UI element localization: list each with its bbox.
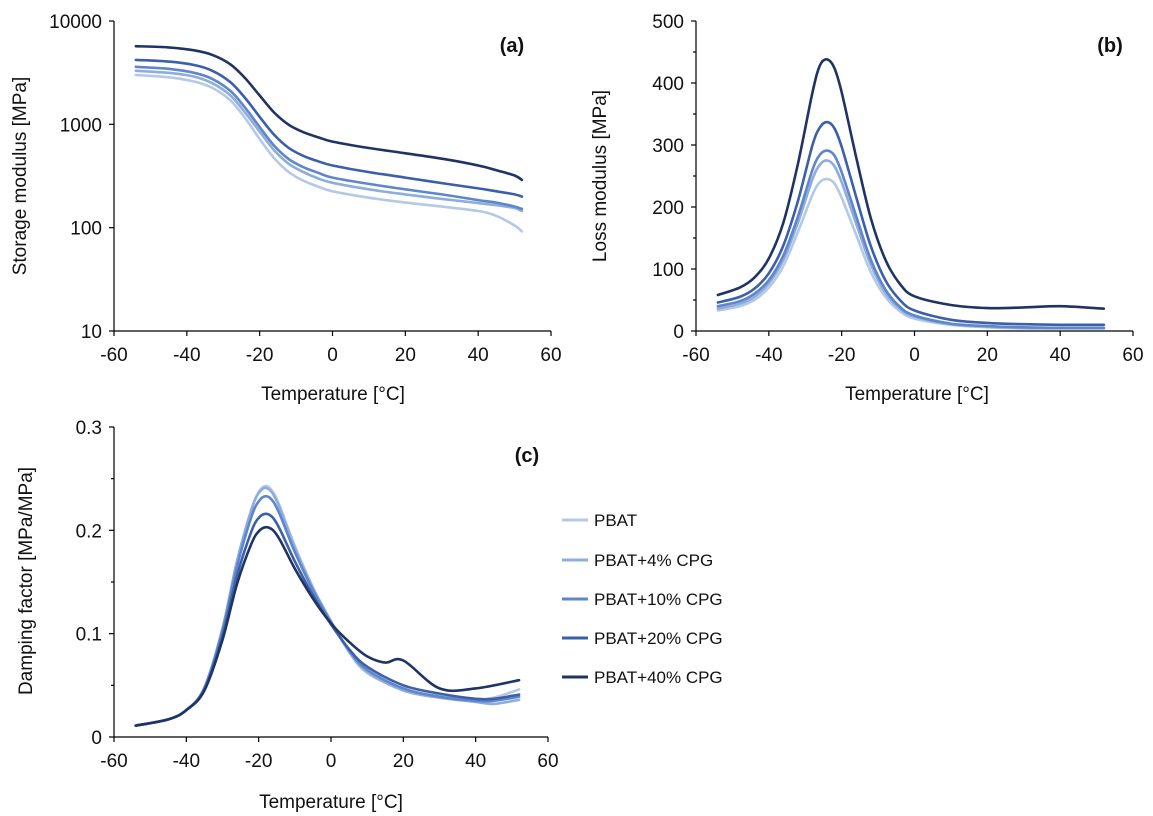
x-tick-label: -60 xyxy=(682,345,709,366)
y-tick-label: 0.3 xyxy=(76,418,102,439)
y-tick-label: 100 xyxy=(70,219,102,240)
panel-a-plot: -60 -40 -20 0 20 40 60 10 100 1000 10000 xyxy=(49,12,561,366)
panel-a-y-axis-label: Storage modulus [MPa] xyxy=(10,77,31,276)
y-tick-label: 200 xyxy=(652,198,684,219)
x-tick-label: 60 xyxy=(540,345,561,366)
x-tick-label: 40 xyxy=(465,751,486,772)
legend-entry-pbat-20: PBAT+20% CPG xyxy=(562,629,723,648)
panel-a-x-axis-label: Temperature [°C] xyxy=(261,384,405,405)
series-line-5 xyxy=(134,525,521,727)
series-line-4 xyxy=(134,58,524,198)
panel-a: -60 -40 -20 0 20 40 60 10 100 1000 10000 (a) Tempe… xyxy=(10,12,562,405)
y-tick-label: 10 xyxy=(81,322,102,343)
x-tick-label: 20 xyxy=(977,345,998,366)
x-tick-label: -60 xyxy=(100,345,127,366)
x-tick-label: 40 xyxy=(1050,345,1071,366)
legend-label: PBAT+40% CPG xyxy=(594,668,723,687)
x-tick-label: 60 xyxy=(537,751,558,772)
series-line-5 xyxy=(134,44,524,182)
panel-b-plot: -60 -40 -20 0 20 40 60 0 100 200 300 400 500 xyxy=(652,12,1143,366)
series-line-4 xyxy=(716,120,1106,327)
x-tick-label: 20 xyxy=(395,345,416,366)
x-tick-label: 0 xyxy=(327,345,338,366)
y-tick-label: 400 xyxy=(652,74,684,95)
y-tick-label: 1000 xyxy=(60,115,102,136)
legend-label: PBAT+4% CPG xyxy=(594,551,713,570)
legend-entry-pbat: PBAT xyxy=(562,511,637,530)
panel-a-label: (a) xyxy=(500,35,524,57)
series-line-3 xyxy=(716,149,1106,330)
x-tick-label: 0 xyxy=(326,751,337,772)
y-tick-label: 0 xyxy=(673,322,684,343)
y-tick-label: 100 xyxy=(652,260,684,281)
panel-c-label: (c) xyxy=(515,445,539,467)
x-tick-label: 20 xyxy=(393,751,414,772)
legend: PBAT PBAT+4% CPG PBAT+10% CPG PBAT+20% C… xyxy=(562,511,723,687)
x-tick-label: -20 xyxy=(245,751,272,772)
legend-entry-pbat-10: PBAT+10% CPG xyxy=(562,590,723,609)
series-line-3 xyxy=(134,65,524,211)
y-tick-label: 0.2 xyxy=(76,521,102,542)
legend-label: PBAT xyxy=(594,511,637,530)
y-tick-label: 10000 xyxy=(49,12,102,33)
panel-c-x-axis-label: Temperature [°C] xyxy=(259,792,403,813)
x-tick-label: 40 xyxy=(468,345,489,366)
x-tick-label: -20 xyxy=(828,345,855,366)
x-tick-label: 0 xyxy=(909,345,920,366)
legend-entry-pbat-4: PBAT+4% CPG xyxy=(562,551,713,570)
panel-c: -60 -40 -20 0 20 40 60 0 0.1 0.2 0.3 (c) Temperatu… xyxy=(16,418,559,813)
x-tick-label: -40 xyxy=(173,345,200,366)
series-line-1 xyxy=(134,73,524,233)
panel-b-y-axis-label: Loss modulus [MPa] xyxy=(590,90,611,262)
series-line-5 xyxy=(716,58,1106,310)
series-line-2 xyxy=(134,69,524,213)
y-tick-label: 0 xyxy=(91,728,102,749)
legend-entry-pbat-40: PBAT+40% CPG xyxy=(562,668,723,687)
panel-c-y-axis-label: Damping factor [MPa/MPa] xyxy=(16,467,37,695)
legend-label: PBAT+20% CPG xyxy=(594,629,723,648)
panel-b-label: (b) xyxy=(1097,35,1123,57)
x-tick-label: -20 xyxy=(246,345,273,366)
legend-label: PBAT+10% CPG xyxy=(594,590,723,609)
x-tick-label: -60 xyxy=(100,751,127,772)
panel-b: -60 -40 -20 0 20 40 60 0 100 200 300 400 500 (b) Tem… xyxy=(590,12,1144,405)
x-tick-label: 60 xyxy=(1122,345,1143,366)
x-tick-label: -40 xyxy=(755,345,782,366)
panel-c-plot: -60 -40 -20 0 20 40 60 0 0.1 0.2 0.3 xyxy=(76,418,559,772)
panel-b-x-axis-label: Temperature [°C] xyxy=(845,384,989,405)
y-tick-label: 500 xyxy=(652,12,684,33)
x-tick-label: -40 xyxy=(173,751,200,772)
y-tick-label: 0.1 xyxy=(76,625,102,646)
y-tick-label: 300 xyxy=(652,136,684,157)
